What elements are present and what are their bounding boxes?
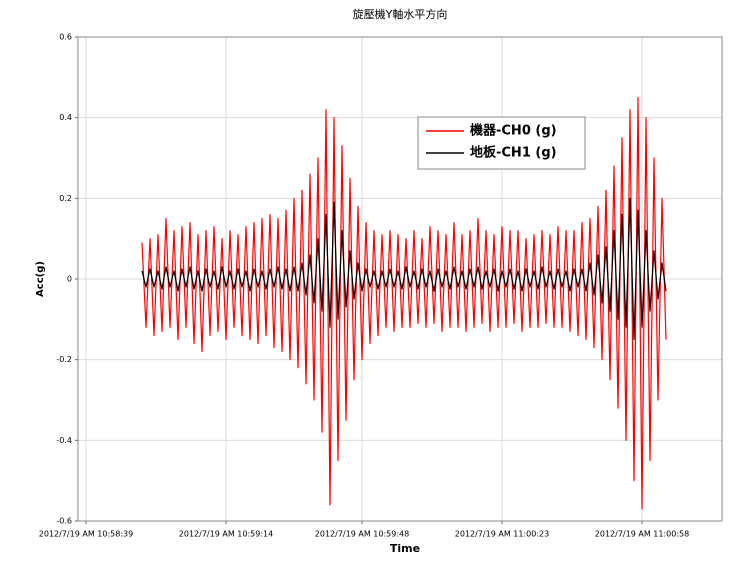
y-tick-label: 0.4 [59, 113, 72, 122]
y-tick-label: -0.2 [56, 355, 72, 364]
series-line [141, 197, 667, 341]
legend-label: 地板-CH1 (g) [470, 145, 557, 161]
x-tick-label: 2012/7/19 AM 10:58:39 [39, 530, 133, 539]
legend-label: 機器-CH0 (g) [470, 123, 557, 139]
series-line [141, 96, 667, 510]
y-axis-label: Acc(g) [35, 261, 46, 297]
y-tick-label: -0.6 [56, 517, 72, 526]
x-axis-label: Time [390, 542, 420, 555]
legend-box [417, 116, 586, 170]
chart-title: 旋壓機Y軸水平方向 [353, 7, 448, 21]
y-tick-label: 0.6 [59, 33, 72, 42]
legend: 機器-CH0 (g) 地板-CH1 (g) [417, 116, 586, 170]
x-tick-label: 2012/7/19 AM 10:59:48 [315, 530, 409, 539]
y-tick-label: 0 [67, 275, 72, 284]
x-tick-label: 2012/7/19 AM 10:59:14 [179, 530, 273, 539]
x-tick-label: 2012/7/19 AM 11:00:58 [595, 530, 689, 539]
x-tick-label: 2012/7/19 AM 11:00:23 [455, 530, 549, 539]
y-tick-label: -0.4 [56, 436, 72, 445]
plot-frame [77, 36, 723, 522]
y-tick-label: 0.2 [59, 194, 72, 203]
